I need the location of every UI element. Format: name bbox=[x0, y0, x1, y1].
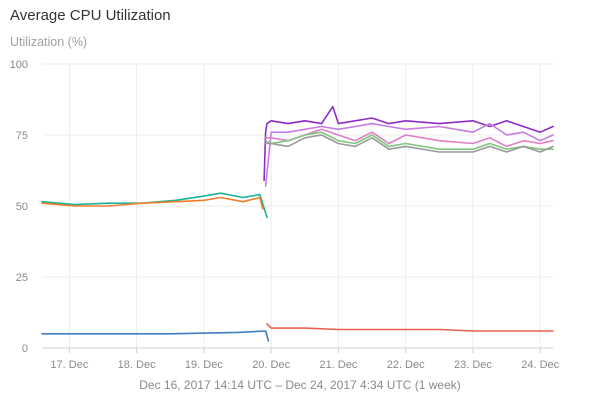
series-line-4 bbox=[266, 323, 554, 332]
time-range-label: Dec 16, 2017 14:14 UTC – Dec 24, 2017 4:… bbox=[139, 378, 461, 392]
y-tick-label: 75 bbox=[16, 130, 28, 142]
x-tick-label: 17. Dec bbox=[50, 359, 88, 371]
x-tick-label: 20. Dec bbox=[252, 359, 290, 371]
x-tick-label: 19. Dec bbox=[185, 359, 223, 371]
series-lines bbox=[41, 105, 554, 342]
y-tick-label: 100 bbox=[10, 59, 28, 71]
y-tick-labels: 0 25 50 75 100 bbox=[10, 59, 28, 355]
y-axis-label: Utilization (%) bbox=[10, 35, 88, 49]
horizontal-gridlines bbox=[42, 63, 553, 349]
series-line-9 bbox=[264, 134, 554, 153]
series-line-6 bbox=[264, 122, 554, 187]
y-tick-label: 25 bbox=[16, 272, 28, 284]
series-line-5 bbox=[263, 105, 554, 182]
x-tick-label: 22. Dec bbox=[387, 359, 425, 371]
x-tick-label: 23. Dec bbox=[454, 359, 492, 371]
y-tick-label: 50 bbox=[16, 201, 28, 213]
series-line-1 bbox=[41, 192, 268, 219]
x-tick-label: 24. Dec bbox=[521, 359, 559, 371]
series-line-3 bbox=[41, 330, 270, 342]
x-tick-labels: 17. Dec 18. Dec 19. Dec 20. Dec 21. Dec 22. D… bbox=[50, 359, 559, 371]
x-tick-label: 18. Dec bbox=[118, 359, 156, 371]
series-line-2 bbox=[41, 196, 264, 210]
series-line-8 bbox=[264, 131, 554, 150]
x-tick-label: 21. Dec bbox=[319, 359, 357, 371]
vertical-gridlines bbox=[68, 64, 541, 353]
y-tick-label: 0 bbox=[22, 343, 28, 355]
chart-title: Average CPU Utilization bbox=[10, 7, 171, 24]
